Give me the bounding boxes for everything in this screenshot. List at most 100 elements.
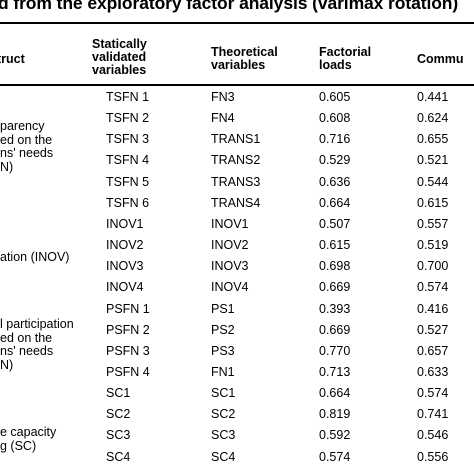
statically-validated-variable-cell: INOV4	[106, 280, 144, 295]
theoretical-variable-cell: PS3	[211, 343, 235, 358]
construct-capacity: e capacity g (SC)	[0, 425, 57, 453]
statically-validated-variable-cell: TSFN 4	[106, 153, 150, 168]
communality-cell: 0.615	[417, 195, 449, 210]
theoretical-variable-cell: FN1	[211, 364, 235, 379]
construct-line: ation (INOV)	[0, 250, 70, 264]
factorial-load-cell: 0.819	[319, 407, 351, 422]
statically-validated-variable-cell: SC2	[106, 407, 131, 422]
communality-cell: 0.574	[417, 386, 449, 401]
theoretical-variable-cell: TRANS1	[211, 132, 261, 147]
factorial-load-cell: 0.713	[319, 364, 351, 379]
header-factorial-line: loads	[319, 58, 352, 72]
communality-cell: 0.441	[417, 90, 449, 104]
theoretical-variable-cell: INOV1	[211, 216, 249, 231]
factorial-load-cell: 0.664	[319, 195, 351, 210]
header-construct: truct	[0, 52, 25, 66]
statically-validated-variable-cell: PSFN 4	[106, 364, 150, 379]
communality-cell: 0.741	[417, 407, 449, 422]
factorial-load-cell: 0.574	[319, 449, 351, 464]
header-factorial-line: Factorial	[319, 45, 372, 59]
statically-validated-variable-cell: INOV1	[106, 216, 144, 231]
construct-line: N)	[0, 159, 14, 174]
factorial-load-cell: 0.669	[319, 280, 351, 295]
construct-line: ns' needs	[0, 146, 54, 160]
statically-validated-variable-cell: TSFN 2	[106, 111, 150, 126]
communality-cell: 0.557	[417, 216, 449, 231]
communality-cell: 0.556	[417, 449, 449, 464]
header-statically-line: Statically	[92, 37, 147, 51]
communality-cell: 0.624	[417, 111, 449, 126]
construct-line: parency	[0, 119, 45, 133]
theoretical-variable-cell: SC4	[211, 449, 236, 464]
theoretical-variable-cell: FN3	[211, 90, 235, 104]
theoretical-variable-cell: TRANS3	[211, 174, 261, 189]
construct-innovation: ation (INOV)	[0, 250, 70, 265]
theoretical-variable-cell: INOV4	[211, 280, 249, 295]
communality-cell: 0.521	[417, 153, 449, 168]
statically-validated-variable-cell: TSFN 6	[106, 195, 150, 210]
communality-cell: 0.574	[417, 280, 449, 295]
statically-validated-variable-cell: SC4	[106, 449, 131, 464]
construct-participation: l participation ed on the ns' needs N)	[0, 317, 74, 372]
factorial-load-cell: 0.716	[319, 132, 351, 147]
theoretical-variable-cell: SC3	[211, 428, 236, 443]
theoretical-variable-cell: TRANS2	[211, 153, 261, 168]
factorial-load-cell: 0.529	[319, 153, 351, 168]
theoretical-variable-cell: PS2	[211, 322, 235, 337]
communality-cell: 0.527	[417, 322, 449, 337]
header-statically-validated-variables: Statically validated variables	[92, 38, 147, 77]
header-rule	[0, 84, 474, 86]
factorial-load-cell: 0.669	[319, 322, 351, 337]
statically-validated-variable-cell: SC1	[106, 386, 131, 401]
construct-line: ed on the	[0, 132, 53, 147]
construct-line: e capacity	[0, 425, 57, 439]
theoretical-variable-cell: INOV2	[211, 238, 249, 253]
statically-validated-variable-cell: TSFN 1	[106, 90, 150, 104]
communality-cell: 0.546	[417, 428, 449, 443]
theoretical-variable-cell: TRANS4	[211, 195, 261, 210]
construct-line: l participation	[0, 317, 74, 331]
construct-line: g (SC)	[0, 438, 37, 453]
statically-validated-variable-cell: SC3	[106, 428, 131, 443]
factorial-load-cell: 0.605	[319, 90, 351, 104]
top-rule	[0, 22, 474, 24]
table-title: d from the exploratory factor analysis (…	[0, 0, 459, 13]
header-communality: Commu	[417, 52, 464, 66]
communality-cell: 0.655	[417, 132, 449, 147]
header-factorial-loads: Factorial loads	[319, 46, 371, 72]
construct-line: ed on the	[0, 330, 53, 345]
header-theoretical-line: Theoretical	[211, 45, 278, 59]
factorial-load-cell: 0.636	[319, 174, 351, 189]
construct-transparency: parency ed on the ns' needs N)	[0, 119, 54, 174]
communality-cell: 0.700	[417, 259, 449, 274]
factorial-load-cell: 0.393	[319, 301, 351, 316]
factorial-load-cell: 0.770	[319, 343, 351, 358]
construct-line: ns' needs	[0, 344, 54, 358]
construct-line: N)	[0, 357, 14, 372]
statically-validated-variable-cell: INOV3	[106, 259, 144, 274]
header-theoretical-variables: Theoretical variables	[211, 46, 278, 72]
theoretical-variable-cell: SC1	[211, 386, 236, 401]
theoretical-variable-cell: FN4	[211, 111, 235, 126]
factorial-load-cell: 0.698	[319, 259, 351, 274]
factorial-load-cell: 0.615	[319, 238, 351, 253]
communality-cell: 0.416	[417, 301, 449, 316]
communality-cell: 0.519	[417, 238, 449, 253]
statically-validated-variable-cell: TSFN 5	[106, 174, 150, 189]
factorial-load-cell: 0.608	[319, 111, 351, 126]
statically-validated-variable-cell: PSFN 3	[106, 343, 150, 358]
statically-validated-variable-cell: PSFN 2	[106, 322, 150, 337]
header-statically-line: variables	[92, 63, 147, 77]
theoretical-variable-cell: PS1	[211, 301, 235, 316]
communality-cell: 0.657	[417, 343, 449, 358]
factorial-load-cell: 0.664	[319, 386, 351, 401]
header-statically-line: validated	[92, 50, 147, 64]
theoretical-variable-cell: INOV3	[211, 259, 249, 274]
header-theoretical-line: variables	[211, 58, 266, 72]
factorial-load-cell: 0.592	[319, 428, 351, 443]
communality-cell: 0.544	[417, 174, 449, 189]
communality-cell: 0.633	[417, 364, 449, 379]
statically-validated-variable-cell: TSFN 3	[106, 132, 150, 147]
statically-validated-variable-cell: INOV2	[106, 238, 144, 253]
theoretical-variable-cell: SC2	[211, 407, 236, 422]
